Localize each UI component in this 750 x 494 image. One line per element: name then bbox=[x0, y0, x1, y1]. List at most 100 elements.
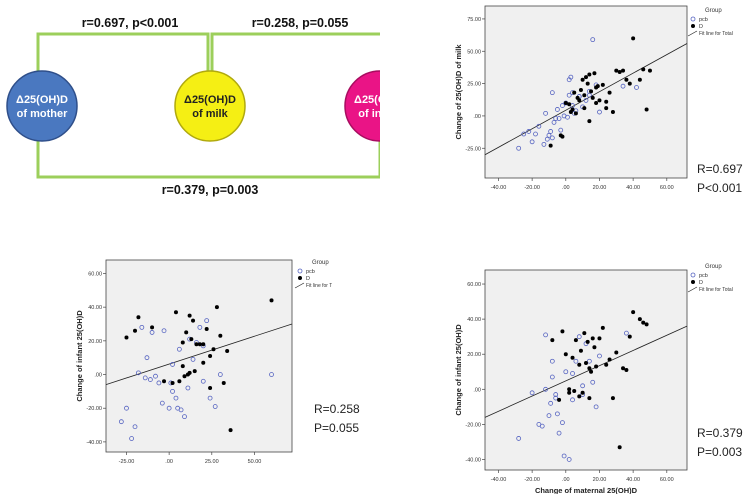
data-point-pcb bbox=[623, 330, 629, 336]
data-point-pcb bbox=[190, 356, 196, 362]
link-milk-infant-label: r=0.258, p=0.055 bbox=[252, 16, 349, 30]
node-mother-label-1: Δ25(OH)D bbox=[16, 94, 68, 106]
scatter-milk-vs-infant: -25.00 .00 25.00 50.00 -40.00 -20.00 .00 20.00 4… bbox=[75, 259, 332, 464]
data-point-pcb bbox=[217, 372, 223, 377]
y-axis-label: Change of infant 25(OH)D bbox=[75, 310, 84, 402]
data-point-D bbox=[228, 428, 233, 433]
data-point-pcb bbox=[178, 407, 184, 413]
x-tick-label: -20.00 bbox=[524, 185, 540, 191]
data-point-D bbox=[573, 338, 578, 343]
data-point-pcb bbox=[546, 413, 552, 419]
data-point-pcb bbox=[176, 346, 182, 352]
data-point-D bbox=[600, 82, 605, 87]
data-point-pcb bbox=[590, 37, 596, 43]
data-point-D bbox=[578, 348, 583, 353]
stat-p: P=0.003 bbox=[697, 445, 743, 459]
data-point-pcb bbox=[170, 362, 175, 367]
data-point-pcb bbox=[544, 136, 550, 142]
data-point-D bbox=[644, 322, 649, 327]
data-point-pcb bbox=[543, 332, 548, 338]
data-point-pcb bbox=[269, 372, 274, 377]
data-point-D bbox=[585, 81, 590, 86]
data-point-pcb bbox=[541, 141, 547, 147]
data-point-pcb bbox=[549, 374, 555, 380]
data-point-pcb bbox=[533, 131, 538, 137]
data-point-D bbox=[590, 95, 595, 100]
y-tick-label: -20.00 bbox=[86, 406, 102, 412]
data-point-D bbox=[604, 362, 609, 367]
legend-marker-d bbox=[691, 24, 695, 28]
data-point-D bbox=[607, 90, 612, 95]
data-point-pcb bbox=[529, 390, 535, 396]
x-axis-label: Change of maternal 25(OH)D bbox=[535, 486, 638, 494]
node-infant-label-1: Δ25(OH)D bbox=[354, 94, 380, 106]
legend-entry-d: D bbox=[699, 24, 703, 30]
data-point-D bbox=[572, 389, 577, 394]
data-point-D bbox=[550, 338, 555, 343]
data-point-D bbox=[587, 72, 592, 77]
data-point-D bbox=[582, 93, 587, 98]
data-point-D bbox=[637, 77, 642, 82]
data-point-D bbox=[180, 364, 185, 369]
data-point-D bbox=[610, 396, 615, 401]
data-point-D bbox=[590, 336, 595, 341]
data-point-pcb bbox=[118, 419, 124, 425]
data-point-D bbox=[218, 333, 223, 338]
data-point-pcb bbox=[166, 405, 172, 411]
y-tick-label: -40.00 bbox=[86, 440, 102, 446]
data-point-D bbox=[567, 387, 572, 392]
data-point-pcb bbox=[521, 131, 527, 137]
x-tick-label: .00 bbox=[562, 185, 570, 191]
data-point-D bbox=[587, 119, 592, 124]
y-tick-label: 40.00 bbox=[467, 317, 481, 323]
legend-entry-d: D bbox=[699, 280, 703, 286]
link-milk-infant-line bbox=[210, 32, 380, 72]
data-point-D bbox=[610, 110, 615, 115]
data-point-D bbox=[214, 305, 219, 310]
stat-p: P=0.055 bbox=[314, 421, 360, 435]
data-point-D bbox=[577, 362, 582, 367]
data-point-pcb bbox=[529, 139, 535, 145]
data-point-pcb bbox=[566, 92, 572, 98]
legend-entry-pcb: pcb bbox=[699, 17, 708, 23]
data-point-pcb bbox=[124, 405, 129, 411]
legend-entry-pcb: pcb bbox=[699, 273, 708, 279]
data-point-D bbox=[208, 386, 213, 390]
fit-line bbox=[484, 43, 688, 156]
data-point-D bbox=[624, 368, 629, 372]
stat-r: R=0.379 bbox=[697, 426, 743, 440]
data-point-D bbox=[592, 71, 597, 76]
data-point-pcb bbox=[580, 383, 586, 389]
data-point-pcb bbox=[182, 414, 187, 420]
data-point-D bbox=[604, 99, 609, 104]
data-point-pcb bbox=[147, 377, 153, 382]
legend-marker-d bbox=[691, 280, 695, 284]
data-point-D bbox=[225, 348, 230, 353]
y-tick-label: -20.00 bbox=[465, 422, 481, 428]
data-point-D bbox=[627, 334, 632, 339]
data-point-D bbox=[594, 100, 599, 105]
data-point-pcb bbox=[553, 392, 559, 397]
data-point-D bbox=[191, 318, 196, 323]
data-point-D bbox=[621, 68, 626, 73]
data-point-D bbox=[221, 380, 226, 385]
data-point-D bbox=[560, 329, 565, 334]
data-point-pcb bbox=[129, 436, 134, 441]
data-point-D bbox=[548, 143, 553, 148]
x-tick-label: 50.00 bbox=[248, 459, 262, 464]
data-point-D bbox=[627, 81, 632, 86]
data-point-pcb bbox=[139, 324, 145, 330]
data-point-D bbox=[597, 98, 602, 103]
data-point-pcb bbox=[539, 423, 545, 429]
stats-maternal-vs-milk: R=0.697 P<0.001 bbox=[697, 160, 743, 198]
x-tick-label: 20.00 bbox=[593, 185, 607, 191]
x-axis-label: Change of maternal 25(OH)D bbox=[535, 194, 638, 195]
data-point-pcb bbox=[593, 404, 599, 410]
link-mother-milk-line bbox=[36, 32, 210, 72]
data-point-D bbox=[197, 342, 202, 347]
data-point-pcb bbox=[558, 127, 564, 133]
y-tick-label: 25.00 bbox=[467, 82, 481, 88]
legend-entry-fit: Fit line for Total bbox=[306, 283, 332, 289]
y-tick-label: 60.00 bbox=[88, 271, 102, 277]
data-point-D bbox=[592, 345, 597, 350]
